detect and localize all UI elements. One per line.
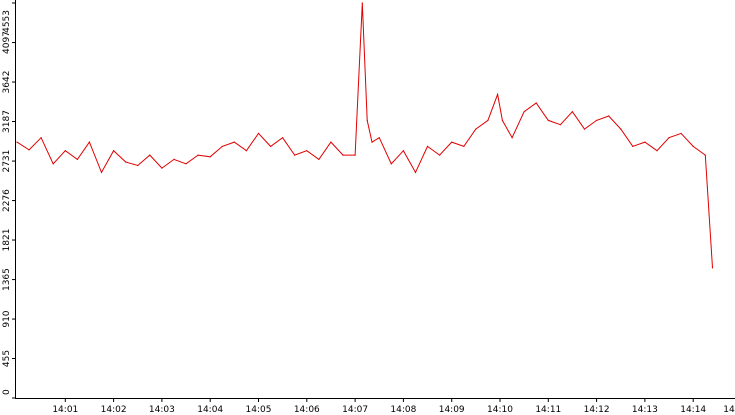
data-point (64, 150, 66, 152)
data-point (16, 141, 18, 143)
data-point (475, 128, 477, 130)
data-point (487, 119, 489, 121)
x-tick-label: 14:10 (487, 405, 513, 415)
data-point (378, 137, 380, 139)
data-point (294, 154, 296, 156)
data-point (402, 150, 404, 152)
data-point (620, 128, 622, 130)
series-line (16, 2, 713, 268)
data-point (596, 119, 598, 121)
data-point (40, 137, 42, 139)
y-tick-label: 1821 (2, 229, 12, 252)
data-point (354, 154, 356, 156)
data-point (463, 145, 465, 147)
data-point (451, 141, 453, 143)
data-point (361, 2, 363, 4)
data-point (414, 171, 417, 173)
data-point (76, 158, 78, 160)
data-point (535, 102, 537, 104)
y-tick-label: 3642 (2, 71, 12, 94)
data-point (28, 149, 30, 151)
x-tick-label: 14:05 (246, 405, 272, 415)
data-point (371, 141, 373, 143)
data-point (173, 158, 175, 160)
y-tick-label: 4553 (2, 10, 12, 33)
x-tick-label: 14:06 (294, 405, 320, 415)
data-point (185, 163, 187, 165)
data-point (330, 141, 332, 143)
x-tick-label: 14:02 (101, 405, 127, 415)
data-point (426, 145, 429, 147)
data-point (257, 132, 260, 134)
data-point (209, 156, 211, 158)
data-point (149, 154, 151, 156)
x-tick-label: 14 (723, 405, 735, 415)
series (16, 2, 714, 269)
data-point (113, 150, 115, 152)
data-point (88, 141, 90, 143)
x-tick-label: 14:04 (197, 405, 223, 415)
data-point (318, 158, 320, 160)
data-point (270, 145, 272, 147)
data-point (342, 154, 344, 156)
data-point (161, 167, 163, 169)
data-point (306, 150, 308, 152)
x-tick-label: 14:07 (342, 405, 368, 415)
data-point (571, 111, 574, 113)
data-point (511, 137, 513, 139)
data-point (197, 154, 199, 156)
data-point (656, 150, 658, 152)
x-tick-label: 14:01 (52, 405, 78, 415)
y-tick-label: 1365 (2, 268, 12, 291)
data-point (439, 154, 441, 156)
x-tick-label: 14:08 (390, 405, 416, 415)
data-point (282, 137, 284, 139)
data-point (704, 154, 706, 156)
data-point (366, 119, 368, 121)
data-point (632, 145, 634, 147)
x-tick-label: 14:09 (439, 405, 465, 415)
data-point (497, 93, 499, 95)
y-tick-label: 2276 (2, 189, 12, 212)
data-point (233, 141, 235, 143)
y-tick-label: 3187 (2, 110, 12, 133)
data-point (390, 163, 392, 165)
data-point (52, 163, 54, 165)
y-tick-label: 4097 (2, 31, 12, 54)
data-point (501, 119, 503, 121)
data-point (137, 164, 139, 167)
data-point (583, 128, 586, 130)
x-tick-label: 14:11 (535, 405, 561, 415)
y-tick-label: 455 (2, 350, 12, 367)
data-point (644, 141, 646, 143)
y-tick-label: 0 (2, 389, 12, 395)
x-tick-label: 14:13 (632, 405, 658, 415)
data-point (547, 119, 549, 121)
y-tick-label: 2731 (2, 150, 12, 173)
x-tick-label: 14:12 (584, 405, 610, 415)
data-point (100, 171, 103, 173)
x-tick-label: 14:14 (680, 405, 706, 415)
data-point (711, 267, 714, 269)
data-point (692, 145, 694, 147)
data-point (680, 132, 682, 134)
data-point (245, 150, 247, 152)
data-point (523, 111, 525, 113)
data-point (668, 137, 670, 139)
x-tick-label: 14:03 (149, 405, 175, 415)
data-point (221, 145, 223, 147)
y-tick-label: 910 (2, 310, 12, 327)
data-point (125, 161, 127, 163)
data-point (559, 124, 562, 126)
data-point (608, 115, 610, 117)
